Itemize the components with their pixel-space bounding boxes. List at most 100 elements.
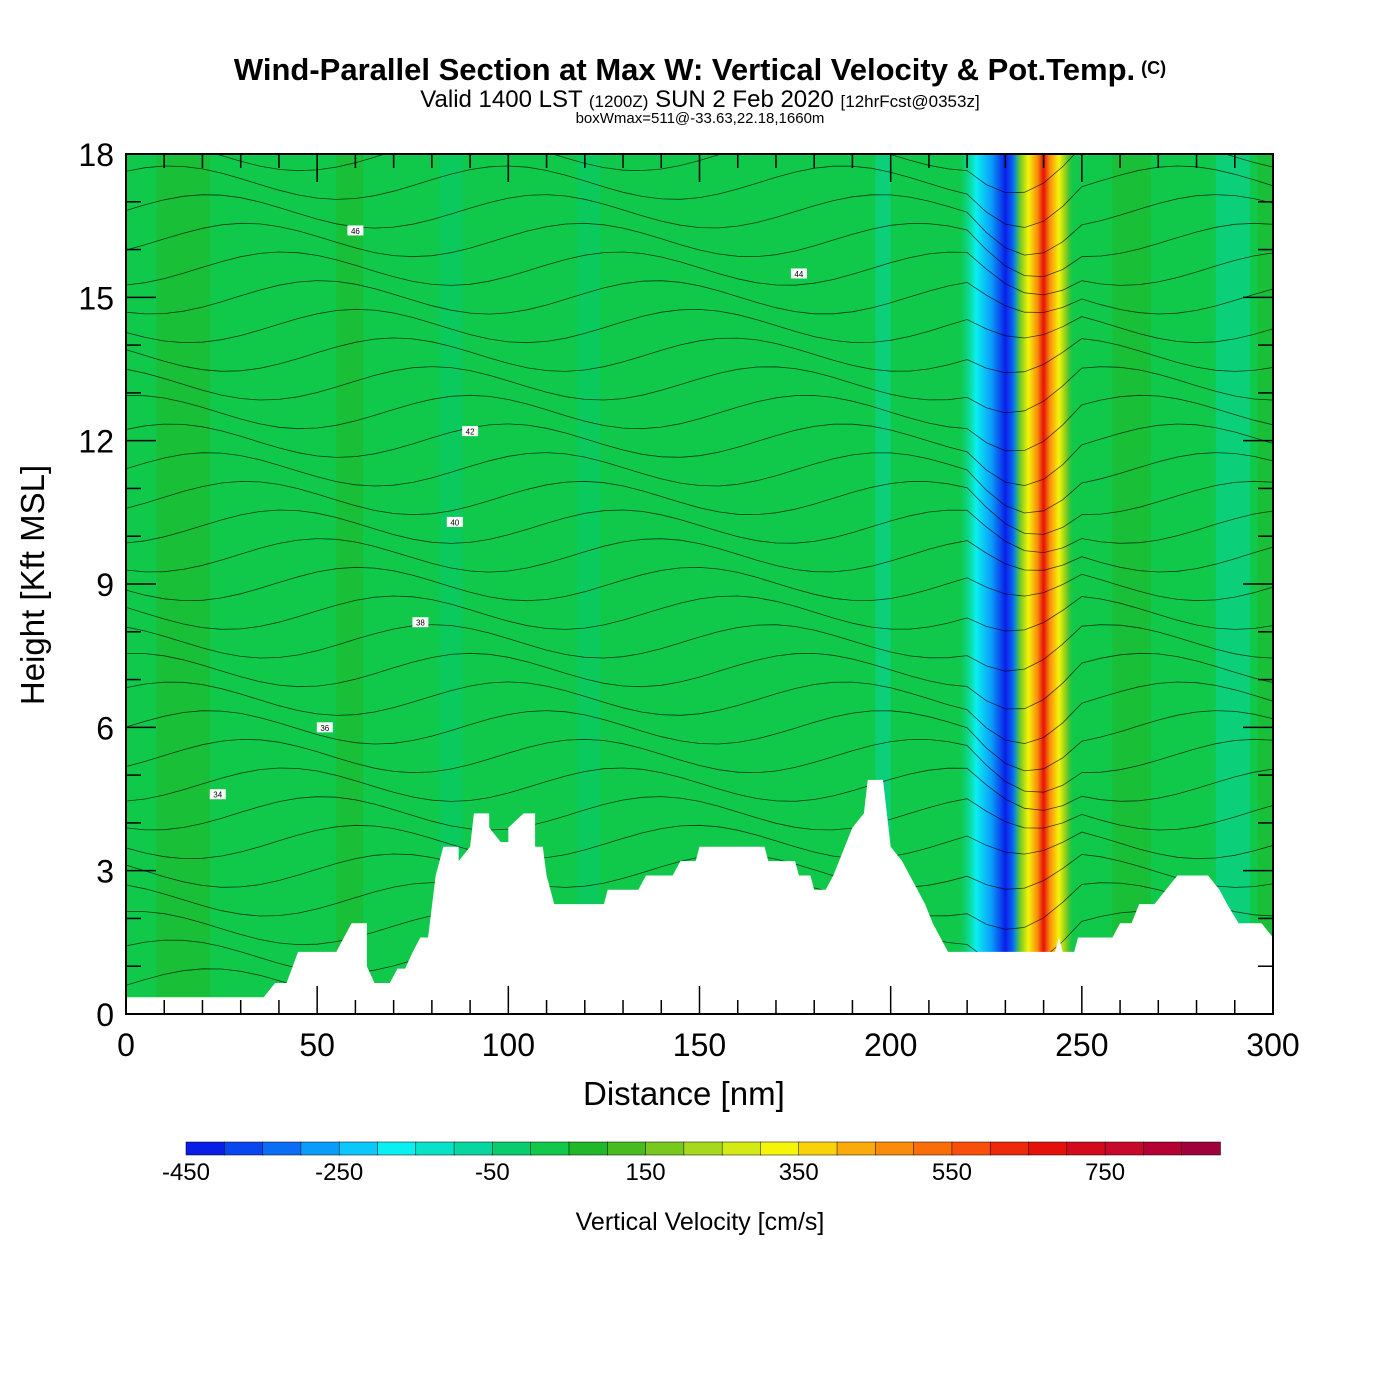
colorbar-tick-label--250: -250 <box>315 1159 363 1186</box>
y-tick-label-15: 15 <box>78 280 114 316</box>
velocity-band-1 <box>336 154 364 1014</box>
colorbar-bin-12 <box>645 1141 685 1156</box>
y-tick-label-9: 9 <box>96 567 114 603</box>
colorbar-bin-26 <box>1181 1141 1221 1156</box>
contour-line-17 <box>126 480 1273 535</box>
updraft-band <box>1013 154 1075 1014</box>
colorbar-bin-23 <box>1066 1141 1106 1156</box>
colorbar-tick-label-550: 550 <box>932 1159 972 1186</box>
contour-label-6: 46 <box>351 227 360 236</box>
velocity-band-3 <box>577 154 601 1014</box>
colorbar-bin-14 <box>721 1141 762 1156</box>
contour-line-19 <box>126 423 1273 487</box>
x-tick-label-200: 200 <box>864 1027 917 1063</box>
contour-line-7 <box>126 767 1273 811</box>
colorbar-bin-7 <box>453 1141 494 1156</box>
contour-line-16 <box>126 509 1273 554</box>
velocity-band-0 <box>156 154 211 1014</box>
colorbar-bin-6 <box>415 1141 455 1156</box>
y-tick-label-18: 18 <box>78 137 114 173</box>
colorbar-bin-17 <box>836 1141 877 1156</box>
terrain-profile <box>126 779 1273 1014</box>
colorbar-bin-21 <box>989 1141 1030 1156</box>
chart-title: Wind-Parallel Section at Max W: Vertical… <box>233 52 1167 87</box>
contour-label-box-0 <box>209 789 226 800</box>
colorbar-bin-1 <box>224 1141 264 1156</box>
y-axis-label: Height [Kft MSL] <box>14 464 51 706</box>
colorbar-bin-5 <box>377 1141 417 1156</box>
x-tick-label-300: 300 <box>1246 1027 1299 1063</box>
contour-line-28 <box>126 165 1273 228</box>
colorbar-bin-25 <box>1143 1141 1183 1156</box>
x-tick-label-150: 150 <box>673 1027 726 1063</box>
potential-temperature-contours <box>126 154 1273 1014</box>
colorbar-title: Vertical Velocity [cm/s] <box>575 1208 825 1236</box>
contour-line-10 <box>126 681 1273 745</box>
contour-label-4: 42 <box>466 428 475 437</box>
contour-label-0: 34 <box>213 791 222 800</box>
contour-line-25 <box>126 251 1273 296</box>
contour-line-6 <box>126 796 1273 831</box>
colorbar-bin-0 <box>185 1141 226 1156</box>
colorbar-bin-16 <box>798 1141 838 1156</box>
contour-line-15 <box>126 538 1273 573</box>
colorbar-bin-22 <box>1028 1141 1068 1156</box>
contour-label-box-1 <box>316 722 333 733</box>
contour-line-26 <box>126 222 1273 278</box>
colorbar-tick-labels: -450 -250 -50 150 350 550 750 <box>162 1159 1125 1186</box>
contour-label-box-4 <box>462 426 479 437</box>
chart-subtitle: Valid 1400 LST (1200Z) SUN 2 Feb 2020 [1… <box>420 86 980 113</box>
copyright-mark: (C) <box>1141 58 1167 78</box>
colorbar-bin-3 <box>300 1141 340 1156</box>
contour-label-box-2 <box>412 617 429 628</box>
y-tick-label-12: 12 <box>78 424 114 460</box>
x-tick-label-0: 0 <box>117 1027 135 1063</box>
colorbar-bin-8 <box>492 1141 532 1156</box>
colorbar-bin-18 <box>875 1141 915 1156</box>
colorbar-tick-label-150: 150 <box>626 1159 666 1186</box>
contour-line-20 <box>126 394 1273 452</box>
contour-line-21 <box>126 366 1273 414</box>
contour-label-box-5 <box>790 268 807 279</box>
x-tick-label-250: 250 <box>1055 1027 1108 1063</box>
colorbar-bin-10 <box>568 1141 609 1156</box>
colorbar-tick-label--450: -450 <box>162 1159 210 1186</box>
contour-line-18 <box>126 452 1273 514</box>
colorbar-bin-4 <box>338 1141 379 1156</box>
contour-line-27 <box>126 194 1273 256</box>
velocity-band-5 <box>1112 154 1151 1014</box>
contour-line-23 <box>126 308 1273 344</box>
contour-label-box-3 <box>446 516 463 527</box>
x-tick-label-100: 100 <box>482 1027 535 1063</box>
velocity-band-2 <box>439 154 463 1014</box>
colorbar-bin-19 <box>913 1141 953 1156</box>
colorbar-tick-label-350: 350 <box>779 1159 819 1186</box>
contour-line-12 <box>126 624 1273 672</box>
y-tick-label-6: 6 <box>96 710 114 746</box>
colorbar-bin-2 <box>262 1141 302 1156</box>
contour-line-9 <box>126 710 1273 772</box>
contour-line-5 <box>126 824 1273 860</box>
colorbar-bin-11 <box>607 1141 647 1156</box>
contour-line-11 <box>126 652 1273 710</box>
y-tick-label-0: 0 <box>96 997 114 1033</box>
contour-label-1: 36 <box>320 724 329 733</box>
contour-line-24 <box>126 280 1273 315</box>
y-tick-label-3: 3 <box>96 854 114 890</box>
x-tick-label-50: 50 <box>299 1027 335 1063</box>
plot-area: 34 36 38 40 42 44 46 <box>126 154 1273 1014</box>
colorbar-tick-label--50: -50 <box>475 1159 510 1186</box>
contour-label-3: 40 <box>450 518 459 527</box>
colorbar-bin-24 <box>1104 1141 1145 1156</box>
colorbar-bin-20 <box>951 1141 991 1156</box>
contour-label-5: 44 <box>794 270 803 279</box>
contour-line-8 <box>126 738 1273 793</box>
colorbar-bin-9 <box>530 1141 570 1156</box>
contour-labels: 34 36 38 40 42 44 46 <box>209 225 807 800</box>
colorbar <box>185 1141 1221 1156</box>
contour-line-14 <box>126 566 1273 602</box>
colorbar-bin-15 <box>760 1141 800 1156</box>
chart-subtitle-box-wmax: boxWmax=511@-33.63,22.18,1660m <box>575 110 825 127</box>
